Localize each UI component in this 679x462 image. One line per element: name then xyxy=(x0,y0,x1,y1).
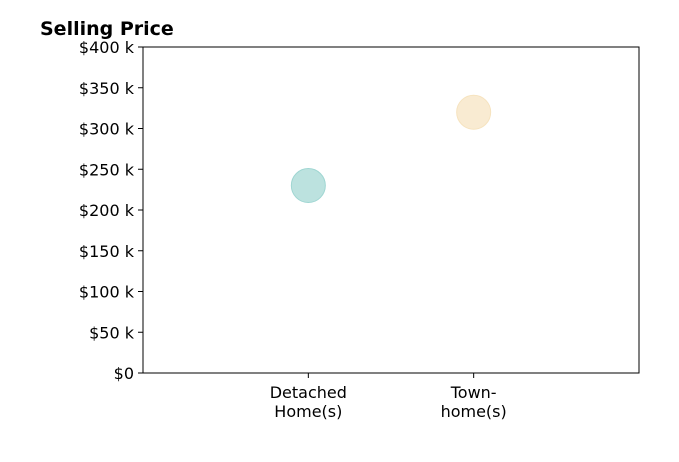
x-tick-label: Detached Home(s) xyxy=(270,383,347,421)
y-tick-label: $0 xyxy=(114,364,134,383)
y-tick-label: $100 k xyxy=(79,283,135,302)
y-tick-label: $400 k xyxy=(79,38,135,57)
x-axis: Detached Home(s) Town-home(s) xyxy=(270,373,507,421)
y-tick-label: $150 k xyxy=(79,242,135,261)
y-tick-label: $200 k xyxy=(79,201,135,220)
data-point xyxy=(290,168,326,204)
data-point xyxy=(456,94,492,130)
y-tick-label: $250 k xyxy=(79,160,135,179)
y-tick-label: $50 k xyxy=(89,323,135,342)
chart-title: Selling Price xyxy=(40,18,174,40)
plot-frame xyxy=(142,46,640,374)
y-tick-label: $350 k xyxy=(79,79,135,98)
x-tick-label: Town-home(s) xyxy=(441,383,507,421)
y-tick-label: $300 k xyxy=(79,120,135,139)
plot-marks xyxy=(290,94,492,204)
y-axis: $0 $50 k $100 k $150 k $200 k $250 k $300 k $35… xyxy=(79,38,143,383)
